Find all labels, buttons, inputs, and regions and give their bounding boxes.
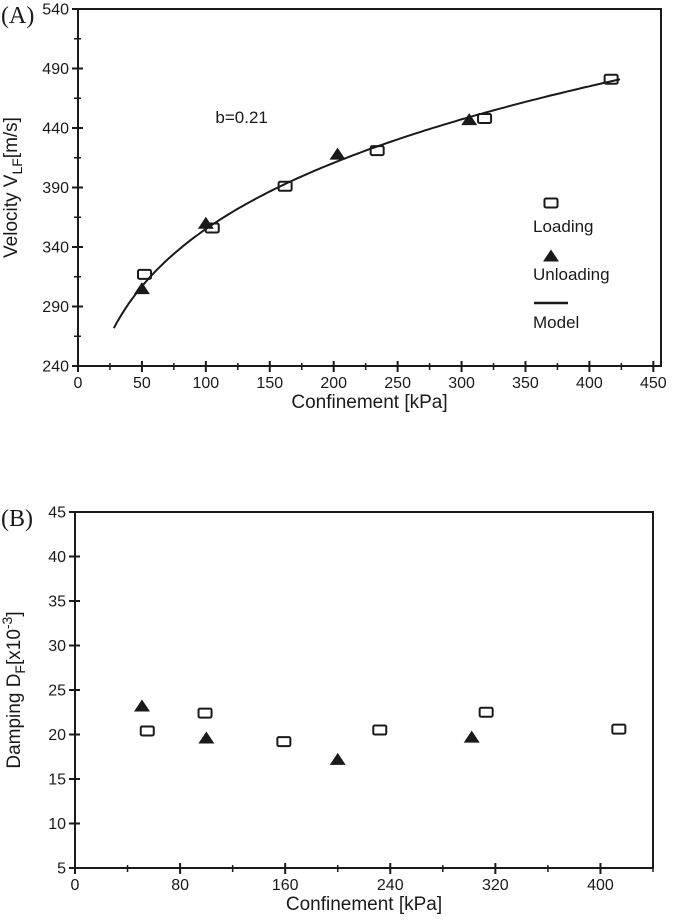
y-axis-tick-label: 45 bbox=[48, 505, 66, 522]
y-axis-title: Velocity VLF[m/s] bbox=[1, 117, 25, 258]
x-axis-tick-label: 300 bbox=[448, 375, 475, 392]
loading-square-marker bbox=[197, 707, 213, 719]
y-axis-tick-label: 25 bbox=[48, 683, 66, 700]
y-axis-tick-label: 30 bbox=[48, 638, 66, 655]
unloading-triangle-marker bbox=[133, 699, 150, 712]
x-axis-tick-label: 350 bbox=[512, 375, 539, 392]
y-axis-tick-label: 40 bbox=[48, 549, 66, 566]
panel-label-b: (B) bbox=[1, 506, 33, 532]
x-axis-tick-label: 240 bbox=[377, 877, 404, 894]
legend-label: Unloading bbox=[533, 265, 610, 284]
x-axis-tick-label: 200 bbox=[320, 375, 347, 392]
x-axis-tick-label: 80 bbox=[171, 877, 189, 894]
loading-square-marker bbox=[276, 736, 292, 748]
y-axis-tick-label: 540 bbox=[42, 2, 69, 19]
x-axis-tick-label: 320 bbox=[482, 877, 509, 894]
legend-label: Model bbox=[533, 313, 579, 332]
loading-square-marker bbox=[611, 723, 627, 735]
loading-square-marker bbox=[543, 197, 559, 209]
x-axis-tick-label: 400 bbox=[587, 877, 614, 894]
y-axis-tick-label: 490 bbox=[42, 61, 69, 78]
unloading-triangle-marker bbox=[463, 730, 480, 743]
model-exponent-annotation: b=0.21 bbox=[215, 108, 267, 127]
panel-label-a: (A) bbox=[1, 3, 34, 29]
y-axis-tick-label: 20 bbox=[48, 727, 66, 744]
loading-square-marker bbox=[136, 268, 152, 280]
x-axis-title: Confinement [kPa] bbox=[286, 894, 442, 915]
y-axis-tick-label: 440 bbox=[42, 121, 69, 138]
model-curve bbox=[112, 78, 621, 329]
loading-square-marker bbox=[139, 725, 155, 737]
chart-a-velocity-plot: 0 50 100 150 200 250 300 350 400 450 240 290 340 390 4… bbox=[1, 2, 667, 414]
x-axis-tick-label: 160 bbox=[272, 877, 299, 894]
unloading-triangle-marker bbox=[329, 752, 346, 765]
unloading-triangle-marker bbox=[461, 113, 478, 126]
x-axis-tick-label: 450 bbox=[640, 375, 667, 392]
plot-frame bbox=[74, 511, 654, 869]
y-axis-title: Damping DF[x10-3] bbox=[0, 611, 28, 768]
loading-square-marker bbox=[372, 724, 388, 736]
loading-square-marker bbox=[478, 706, 494, 718]
x-axis-tick-label: 150 bbox=[256, 375, 283, 392]
legend-label: Loading bbox=[533, 217, 594, 236]
loading-square-marker bbox=[477, 112, 493, 124]
y-axis-tick-label: 340 bbox=[42, 240, 69, 257]
x-axis-tick-label: 0 bbox=[74, 375, 83, 392]
y-axis-tick-label: 5 bbox=[57, 861, 66, 878]
unloading-triangle-marker bbox=[329, 147, 346, 160]
y-axis-tick-label: 240 bbox=[42, 359, 69, 376]
x-axis-tick-label: 0 bbox=[71, 877, 80, 894]
unloading-triangle-marker bbox=[543, 249, 559, 262]
x-axis-title: Confinement [kPa] bbox=[291, 392, 447, 413]
y-axis-tick-label: 290 bbox=[42, 299, 69, 316]
y-axis-tick-label: 390 bbox=[42, 180, 69, 197]
x-axis-tick-label: 400 bbox=[576, 375, 603, 392]
y-axis-tick-label: 15 bbox=[48, 772, 66, 789]
y-axis-tick-label: 10 bbox=[48, 816, 66, 833]
x-axis-tick-label: 50 bbox=[133, 375, 151, 392]
x-axis-tick-label: 100 bbox=[192, 375, 219, 392]
unloading-triangle-marker bbox=[198, 731, 215, 744]
chart-b-damping-plot: 0 80 160 240 320 400 5 10 15 20 25 30 35 40 45 Confinem… bbox=[0, 505, 654, 915]
y-axis-tick-label: 35 bbox=[48, 594, 66, 611]
x-axis-tick-label: 250 bbox=[384, 375, 411, 392]
